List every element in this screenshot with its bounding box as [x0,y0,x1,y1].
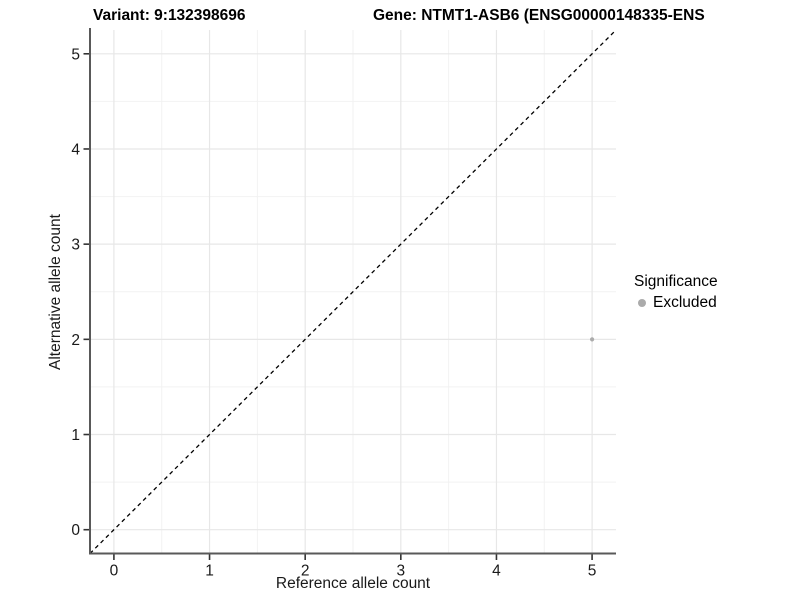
y-axis-title: Alternative allele count [47,214,64,370]
y-tick-label: 3 [71,237,80,254]
identity-line [89,29,617,554]
data-point [589,337,595,342]
legend-item-label: Excluded [653,294,717,311]
y-tick-label: 2 [71,332,80,349]
legend-item-excluded: Excluded [634,294,718,312]
legend-title: Significance [634,273,718,290]
x-tick-label: 2 [301,563,310,580]
gene-title: Gene: NTMT1-ASB6 (ENSG00000148335-ENS [373,7,705,24]
x-tick-label: 4 [492,563,501,580]
x-tick-label: 1 [205,563,214,580]
x-axis-title: Reference allele count [275,575,431,592]
variant-title: Variant: 9:132398696 [93,7,246,24]
excluded-point-icon [638,299,646,307]
y-tick-label: 4 [71,141,80,158]
y-tick-label: 0 [71,522,80,539]
y-tick-label: 5 [71,46,80,63]
x-tick-label: 5 [588,563,597,580]
y-tick-label: 1 [71,427,80,444]
legend: Significance Excluded [634,273,718,312]
x-tick-label: 0 [110,563,119,580]
x-tick-label: 3 [397,563,406,580]
